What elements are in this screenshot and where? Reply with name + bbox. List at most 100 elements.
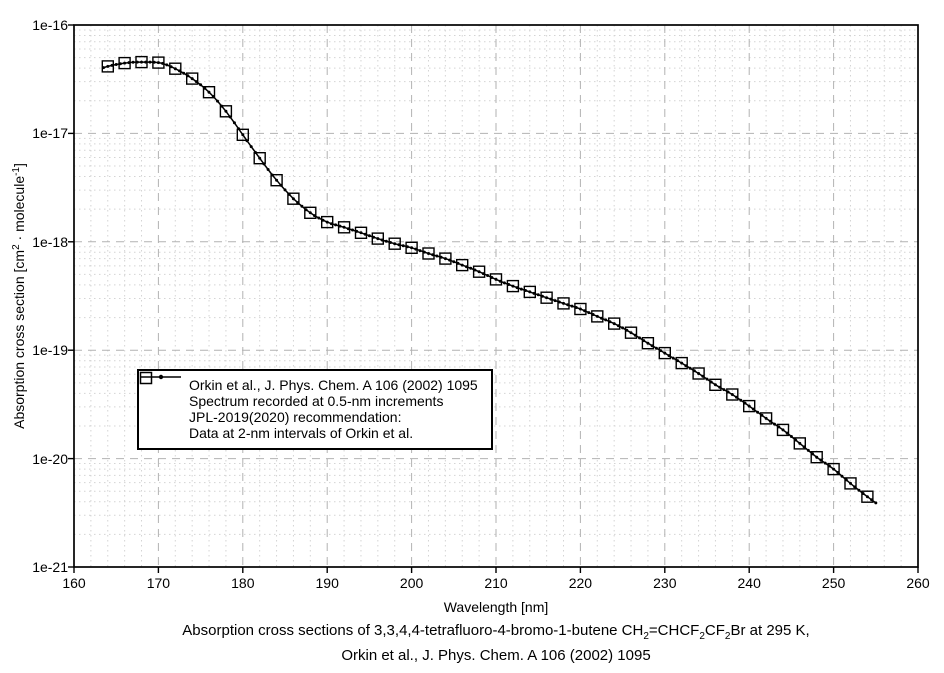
series-line-dot-marker <box>832 467 836 471</box>
x-tick-label: 240 <box>737 575 761 591</box>
series-line-dot-marker <box>705 377 709 381</box>
y-tick-label: 1e-17 <box>32 125 68 142</box>
x-tick-label: 170 <box>146 575 171 591</box>
series-line-dot-marker <box>562 301 565 305</box>
series-square-marker <box>152 56 165 69</box>
series-line-dot-marker <box>764 416 768 420</box>
series-square-marker <box>101 60 115 73</box>
series-square-marker <box>169 62 182 75</box>
series-line-dot-marker <box>224 109 228 113</box>
series-line-dot-marker <box>621 326 625 330</box>
series-line-dot-marker <box>638 336 641 340</box>
series-square-marker <box>810 451 823 464</box>
open-square-marker-icon <box>139 371 189 425</box>
series-line-dot-marker <box>384 239 388 243</box>
series-line-dot-marker <box>334 223 338 227</box>
series-square-marker <box>219 105 233 118</box>
series-line-dot-marker <box>232 121 236 125</box>
series-line-dot-marker <box>494 277 498 281</box>
series-line-dot-marker <box>173 67 177 71</box>
series-square-marker <box>439 252 452 265</box>
series-line-dot-marker <box>612 322 616 326</box>
series-line-dot-marker <box>713 383 717 387</box>
series-line-dot-marker <box>781 428 785 432</box>
series-line-dot-marker <box>317 216 321 220</box>
series-square-marker <box>287 192 300 205</box>
series-line-dot-marker <box>258 156 262 160</box>
series-square-marker <box>472 265 486 278</box>
series-line-dot-marker <box>199 83 203 87</box>
series-line-dot-marker <box>216 99 219 103</box>
y-tick-label: 1e-21 <box>32 559 68 575</box>
series-line-dot-marker <box>570 304 574 308</box>
series-square-marker <box>709 378 722 391</box>
series-line-dot-marker <box>435 254 439 258</box>
series-line-dot-marker <box>266 168 270 171</box>
series-square-marker <box>321 215 334 229</box>
series-square-marker <box>236 128 250 142</box>
series-square-marker <box>371 232 384 245</box>
series-square-marker <box>675 356 688 370</box>
series-line-dot-marker <box>756 410 760 414</box>
series-square-marker <box>540 291 553 304</box>
series-line-dot-marker <box>578 307 582 311</box>
series-line-dot-marker <box>401 244 405 248</box>
series-square-marker <box>456 258 469 272</box>
series-line-dot-marker <box>376 237 380 241</box>
series-line-dot-marker <box>730 393 734 396</box>
series-square-marker <box>743 399 756 413</box>
x-axis-title: Wavelength [nm] <box>443 599 549 615</box>
series-line-dot-marker <box>874 501 878 505</box>
series-line-dot-marker <box>545 296 549 300</box>
series-line-dot-marker <box>587 311 591 315</box>
series-square-marker <box>185 72 199 85</box>
series-square-marker <box>844 477 857 490</box>
series-line-dot-marker <box>275 178 279 182</box>
x-tick-label: 230 <box>653 575 677 591</box>
series-square-marker <box>354 226 368 240</box>
series-square-marker <box>118 56 131 70</box>
series-square-marker <box>388 237 401 250</box>
series-line-dot-marker <box>291 197 295 201</box>
series-line-dot-marker <box>249 145 253 149</box>
series-line-dot-marker <box>511 284 515 288</box>
series-square-marker <box>135 55 148 69</box>
series-square-marker <box>304 206 317 220</box>
legend-entry-square-series: JPL-2019(2020) recommendation: Data at 2… <box>139 371 491 441</box>
series-square-marker <box>861 490 874 503</box>
x-tick-label: 200 <box>399 575 424 591</box>
series-line-dot-marker <box>815 455 819 459</box>
x-tick-label: 180 <box>231 575 255 591</box>
series-line-dot-marker <box>342 225 346 229</box>
series-square-marker <box>658 346 671 360</box>
series-line-dot-marker <box>688 366 692 370</box>
series-line-dot-marker <box>773 422 776 426</box>
series-line-dot-marker <box>190 77 194 81</box>
legend-line-series-label: Orkin et al., J. Phys. Chem. A 106 (2002… <box>189 377 478 393</box>
series-line-dot-marker <box>629 331 633 335</box>
series-line-dot-marker <box>823 461 827 465</box>
series-square-marker <box>422 247 435 260</box>
legend-entry-text: JPL-2019(2020) recommendation: Data at 2… <box>189 409 413 441</box>
legend-square-series-label: JPL-2019(2020) recommendation: <box>189 409 402 425</box>
series-line-dot-marker <box>443 257 447 261</box>
line-dot-marker-icon <box>139 374 189 393</box>
series-line-dot-marker <box>393 242 397 246</box>
series-line-dot-marker <box>106 64 110 68</box>
series-line-dot-marker <box>697 372 701 375</box>
legend-square-series-sublabel: Data at 2-nm intervals of Orkin et al. <box>189 425 414 441</box>
y-tick-label: 1e-20 <box>32 450 68 467</box>
series-line-dot-marker <box>165 63 169 67</box>
x-tick-label: 260 <box>906 575 930 591</box>
series-line-dot-marker <box>207 90 211 94</box>
series-square-marker <box>253 151 266 165</box>
series-line-dot-marker <box>156 61 160 65</box>
series-line-dot-marker <box>806 448 810 452</box>
legend-box: Orkin et al., J. Phys. Chem. A 106 (2002… <box>137 369 493 450</box>
x-tick-label: 190 <box>315 575 339 591</box>
series-line-dot-marker <box>680 361 684 365</box>
series-line-dot-marker <box>849 481 852 485</box>
legend-entry-text: Orkin et al., J. Phys. Chem. A 106 (2002… <box>189 377 478 409</box>
series-line-dot-marker <box>604 318 608 322</box>
